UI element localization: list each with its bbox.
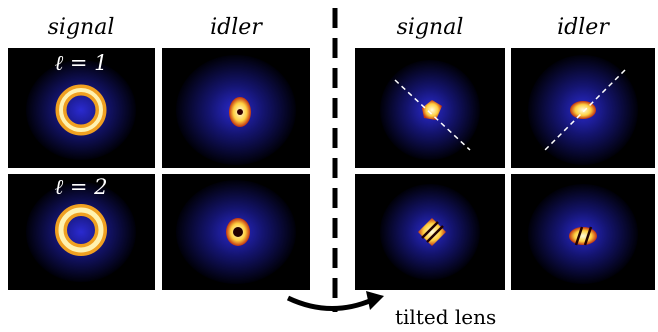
spot-core (237, 109, 243, 115)
arrow (288, 298, 372, 309)
row-label: ℓ = 1 (54, 51, 107, 75)
column-header: signal (397, 15, 464, 40)
column-header: idler (210, 15, 263, 40)
annotation: tilted lens (395, 305, 496, 329)
spot-core (233, 227, 243, 237)
arrow-head (366, 291, 384, 310)
striped-beam (569, 227, 597, 245)
column-header: idler (557, 15, 610, 40)
panel-grid (8, 48, 655, 290)
row-label: ℓ = 2 (54, 175, 107, 199)
page: signal idler signal idler ℓ = 1 ℓ = 2 ti… (0, 0, 658, 332)
glow (26, 60, 136, 160)
figure: signal idler signal idler ℓ = 1 ℓ = 2 ti… (0, 0, 658, 332)
column-header: signal (48, 15, 115, 40)
